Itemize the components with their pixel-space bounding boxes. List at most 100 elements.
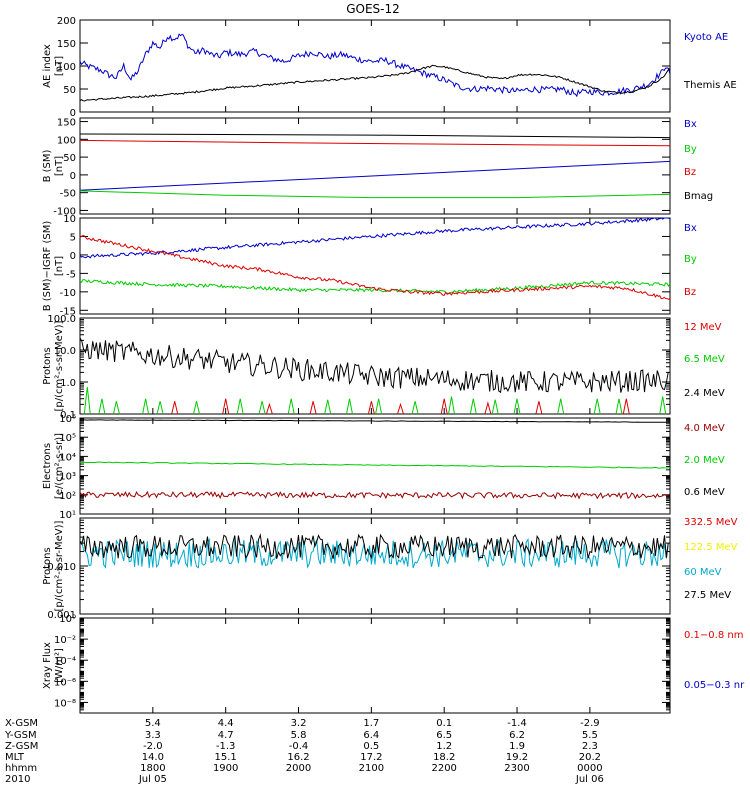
spike-mark (287, 398, 295, 415)
series-2-0-mev: 2.0 MeV (79, 455, 725, 469)
y-tick-label: 10⁶ (59, 414, 76, 425)
spike-mark (309, 401, 317, 415)
spike-mark (156, 401, 164, 415)
y-tick-label: 200 (57, 16, 76, 27)
panel-bigrf: -15 -10 -5 0 5 10 B (SM)−IGRF (SM) [nT] Bx By Bz (42, 214, 697, 317)
series-0-1-0-8-nm: 0.1−0.8 nm (684, 630, 743, 641)
x-axis-value: 0.5 (363, 741, 379, 752)
spike-mark (440, 398, 448, 415)
panel-ae: 0 50 100 150 200 AE index [nT] Kyoto AE Themis A… (42, 16, 737, 119)
y-tick-label: -15 (60, 306, 76, 317)
y-axis-label: [e/(cm²-s-sr)] (54, 433, 65, 499)
legend-label: 27.5 MeV (684, 590, 731, 601)
series-line (79, 337, 669, 394)
y-tick-label: -10 (60, 288, 76, 299)
legend-label: 2.0 MeV (684, 455, 725, 466)
series-bmag: Bmag (79, 133, 713, 202)
y-tick-label: 10⁻⁸ (54, 698, 76, 709)
series-bx: Bx (79, 217, 697, 259)
spike-mark (397, 402, 404, 415)
y-tick-label: 100.0 (47, 314, 76, 325)
spike-mark (615, 398, 623, 415)
spike-mark (484, 401, 492, 415)
y-tick-label: 0.010 (47, 562, 76, 573)
spike-mark (98, 398, 106, 415)
x-axis-value: 6.4 (363, 730, 379, 741)
y-tick-label: 100 (57, 62, 76, 73)
x-axis-value: 16.2 (287, 752, 309, 763)
series-themis-ae: Themis AE (79, 64, 737, 102)
panel-frame (79, 19, 671, 113)
series-line (79, 33, 671, 98)
legend-label: 122.5 MeV (684, 542, 738, 553)
spike-mark (593, 398, 601, 415)
x-axis-value: 20.2 (579, 752, 601, 763)
spike-mark (659, 396, 667, 415)
y-tick-label: 10¹ (59, 510, 76, 521)
legend-label: 0.05−0.3 nr (684, 680, 745, 691)
series-line (79, 217, 671, 259)
series-line (79, 64, 671, 102)
x-axis-value: 2.3 (582, 741, 598, 752)
y-tick-label: 10⁻² (54, 635, 76, 646)
legend-label: 0.1−0.8 nm (684, 630, 743, 641)
x-axis-value: 6.2 (509, 730, 525, 741)
y-tick-label: 10⁻⁴ (54, 656, 76, 667)
panel-frame (79, 617, 671, 714)
legend-label: Bmag (684, 191, 713, 202)
y-tick-label: 5 (70, 232, 76, 243)
series-0-05-0-3-nr: 0.05−0.3 nr (684, 680, 745, 691)
legend-label: Bz (684, 167, 696, 178)
y-tick-label: 10² (59, 491, 76, 502)
x-axis-row-label: 2010 (5, 774, 30, 785)
series-bz: Bz (79, 234, 696, 300)
legend-label: Bx (684, 223, 697, 234)
series-122-5-mev: 122.5 MeV (684, 542, 738, 553)
x-axis-value: 2300 (504, 763, 529, 774)
x-axis-value: 18.2 (433, 752, 455, 763)
y-tick-label: 100 (57, 135, 76, 146)
series-kyoto-ae: Kyoto AE (79, 32, 728, 98)
legend-label: By (684, 254, 697, 265)
x-axis-value: 2100 (359, 763, 384, 774)
spike-mark (346, 398, 353, 415)
series-line (79, 461, 671, 469)
y-tick-label: 0 (70, 171, 76, 182)
series-2-4-mev: 2.4 MeV (79, 337, 725, 399)
y-tick-label: 10⁴ (59, 452, 76, 463)
series-line (79, 279, 671, 294)
panel-frame (79, 417, 671, 515)
x-axis-row-label: X-GSM (5, 718, 38, 729)
spike-mark (513, 398, 521, 415)
x-axis-value: Jul 05 (138, 774, 167, 785)
x-axis-value: -1.4 (507, 718, 527, 729)
x-axis-value: 0.1 (436, 718, 452, 729)
spike-mark (622, 398, 630, 415)
y-axis-label: Protons (42, 347, 53, 384)
spike-mark (411, 401, 419, 415)
y-tick-label: 150 (57, 39, 76, 50)
y-tick-label: 150 (57, 118, 76, 129)
panel-frame (79, 317, 671, 415)
x-axis-value: 19.2 (506, 752, 528, 763)
y-axis-label: B (SM)−IGRF (SM) (42, 221, 53, 312)
y-tick-label: -5 (66, 269, 76, 280)
y-axis-label: [p/(cm²-s-sr-MeV)] (54, 520, 65, 611)
x-axis-value: 1.2 (436, 741, 452, 752)
series-line (79, 234, 671, 300)
series-line (79, 139, 671, 147)
x-axis-value: 6.5 (436, 730, 452, 741)
legend-label: 6.5 MeV (684, 354, 725, 365)
x-axis-row-label: MLT (5, 752, 25, 763)
x-axis-row-label: Y-GSM (4, 730, 37, 741)
y-axis-label: [nT] (54, 256, 65, 276)
x-axis-value: 3.2 (291, 718, 307, 729)
y-tick-label: 0 (70, 251, 76, 262)
y-axis-label: Xray Flux (42, 642, 53, 689)
series-bz: Bz (79, 139, 696, 178)
legend-label: Themis AE (683, 80, 737, 91)
series-332-5-mev: 332.5 MeV (684, 517, 738, 528)
